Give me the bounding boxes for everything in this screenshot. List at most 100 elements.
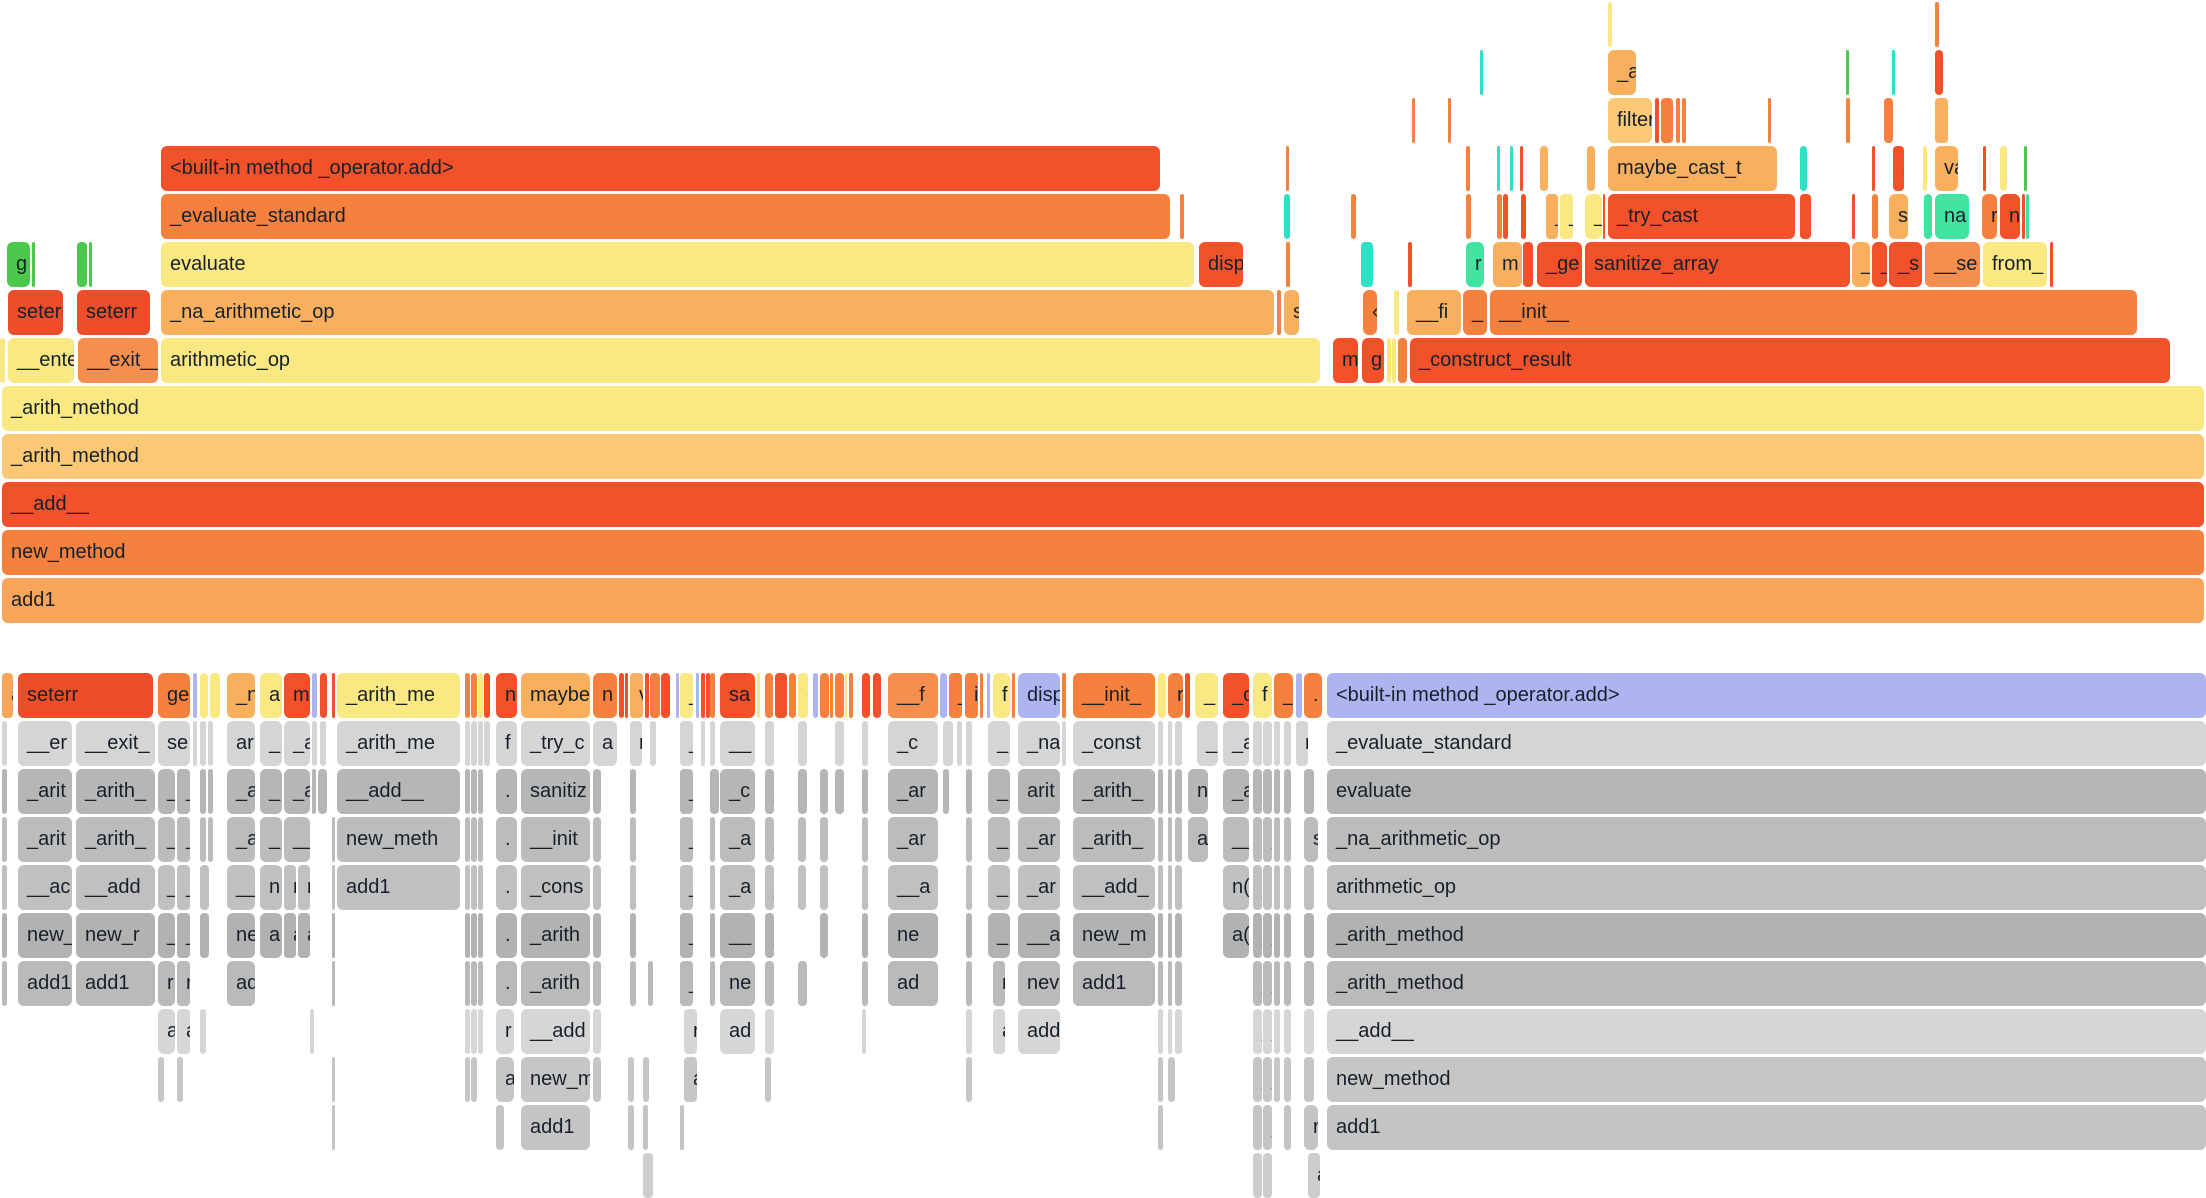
frame-s[interactable]: s [1889, 194, 1908, 239]
frame-sliver[interactable] [1351, 194, 1356, 239]
frame-sliver[interactable] [1175, 961, 1182, 1006]
frame-__fi[interactable]: __fi [1407, 290, 1461, 335]
frame-_[interactable]: _ [988, 769, 1010, 814]
frame-_na[interactable]: _na [1018, 721, 1060, 766]
frame-sliver[interactable] [593, 817, 601, 862]
frame-sliver[interactable] [1852, 194, 1855, 239]
frame-a[interactable]: a [496, 1057, 514, 1102]
frame-sliver[interactable] [471, 1057, 477, 1102]
frame-_ar[interactable]: _ar [888, 817, 938, 862]
frame-sliver[interactable] [1168, 1009, 1172, 1054]
frame-sliver[interactable] [478, 1009, 483, 1054]
frame-sliver[interactable] [1935, 98, 1948, 143]
frame-a[interactable]: a [993, 1009, 1005, 1054]
frame-_[interactable]: _ [1263, 817, 1272, 862]
frame-__add[interactable]: __add [76, 865, 155, 910]
frame-sliver[interactable] [471, 961, 477, 1006]
frame-n[interactable]: n [798, 961, 807, 1006]
frame-sliver[interactable] [1935, 2, 1939, 47]
frame-sliver[interactable] [593, 1057, 601, 1102]
frame-_s[interactable]: _s [1889, 242, 1922, 287]
frame-n[interactable]: n [1253, 1105, 1262, 1150]
frame-_c[interactable]: _c [888, 721, 938, 766]
frame-sliver[interactable] [1935, 50, 1943, 95]
frame-__[interactable]: __ [227, 865, 255, 910]
frame-sliver[interactable] [1274, 1009, 1280, 1054]
frame-_a[interactable]: _a [720, 817, 755, 862]
frame-__init_[interactable]: __init_ [1073, 673, 1155, 718]
frame-sliver[interactable] [0, 338, 5, 383]
frame-sliver[interactable] [332, 961, 335, 1006]
frame-[interactable]: . [1304, 865, 1314, 910]
frame-[interactable]: ‹ [1363, 290, 1377, 335]
frame-_[interactable]: _ [158, 913, 175, 958]
frame-sliver[interactable] [89, 242, 92, 287]
frame-sliver[interactable] [1394, 290, 1399, 335]
frame-sliver[interactable] [484, 673, 490, 718]
frame-_arith_method[interactable]: _arith_method [1327, 913, 2206, 958]
frame-sliver[interactable] [208, 817, 213, 862]
frame-sliver[interactable] [312, 721, 317, 766]
frame-n[interactable]: n [993, 961, 1005, 1006]
frame-disp[interactable]: disp [1199, 242, 1243, 287]
frame-_arith_me[interactable]: _arith_me [337, 673, 460, 718]
frame-n[interactable]: n [260, 865, 282, 910]
frame-sliver[interactable] [1924, 194, 1932, 239]
frame-_[interactable]: _ [1263, 1057, 1272, 1102]
frame-_[interactable]: _ [1253, 1009, 1262, 1054]
frame-r[interactable]: r [765, 961, 774, 1006]
frame-sliver[interactable] [478, 817, 483, 862]
frame-_n[interactable]: _n [227, 673, 255, 718]
frame-_[interactable]: _ [260, 769, 282, 814]
frame-_[interactable]: _ [1263, 1009, 1272, 1054]
frame-v[interactable]: v [630, 673, 643, 718]
frame-[interactable]: . [835, 673, 844, 718]
frame-sliver[interactable] [478, 913, 483, 958]
frame-n[interactable]: n [284, 865, 296, 910]
frame-sliver[interactable] [1361, 242, 1373, 287]
frame-sliver[interactable] [2, 961, 7, 1006]
frame-_ar[interactable]: _ar [1018, 865, 1060, 910]
frame-__enter_[interactable]: __enter_ [8, 338, 74, 383]
frame-sliver[interactable] [2, 721, 7, 766]
frame-sliver[interactable] [465, 673, 470, 718]
frame-r[interactable]: r [496, 1009, 514, 1054]
frame-sliver[interactable] [332, 913, 335, 958]
frame-sliver[interactable] [158, 1057, 164, 1102]
frame-na[interactable]: na [1935, 194, 1969, 239]
frame-sliver[interactable] [208, 769, 213, 814]
frame-sliver[interactable] [798, 865, 806, 910]
frame-sliver[interactable] [966, 769, 972, 814]
frame-m[interactable]: m [1263, 769, 1272, 814]
frame-sliver[interactable] [830, 673, 833, 718]
frame-sliver[interactable] [862, 913, 868, 958]
frame-sliver[interactable] [1158, 961, 1163, 1006]
frame-sliver[interactable] [1274, 817, 1280, 862]
frame-sliver[interactable] [2024, 146, 2027, 191]
frame-_[interactable]: _ [260, 721, 282, 766]
frame-_a[interactable]: _a [720, 865, 755, 910]
frame-g[interactable]: g [1362, 338, 1384, 383]
frame-sliver[interactable] [1387, 338, 1391, 383]
frame-_arith_[interactable]: _arith_ [76, 769, 155, 814]
frame-sliver[interactable] [680, 1105, 684, 1150]
frame-arit[interactable]: arit [1018, 769, 1060, 814]
frame-_[interactable]: _ [765, 769, 774, 814]
frame-__ac[interactable]: __ac [18, 865, 72, 910]
frame-sliver[interactable] [862, 721, 868, 766]
frame-builtinmethod_operatoradd[interactable]: <built-in method _operator.add> [161, 146, 1160, 191]
frame-f[interactable]: f [993, 673, 1010, 718]
frame-__add__[interactable]: __add__ [337, 769, 460, 814]
frame-maybe_cast_t[interactable]: maybe_cast_t [1608, 146, 1777, 191]
frame-sliver[interactable] [1655, 98, 1659, 143]
frame-sliver[interactable] [1168, 961, 1172, 1006]
frame-ad[interactable]: ad [227, 961, 255, 1006]
frame-__add_[interactable]: __add_ [1073, 865, 1155, 910]
frame-a[interactable]: a [593, 721, 617, 766]
frame-sliver[interactable] [630, 817, 636, 862]
frame-_c[interactable]: _c [720, 769, 755, 814]
frame-sliver[interactable] [630, 769, 636, 814]
frame-sliver[interactable] [2000, 146, 2007, 191]
frame-ne[interactable]: ne [227, 913, 255, 958]
frame-_arith[interactable]: _arith [521, 913, 590, 958]
